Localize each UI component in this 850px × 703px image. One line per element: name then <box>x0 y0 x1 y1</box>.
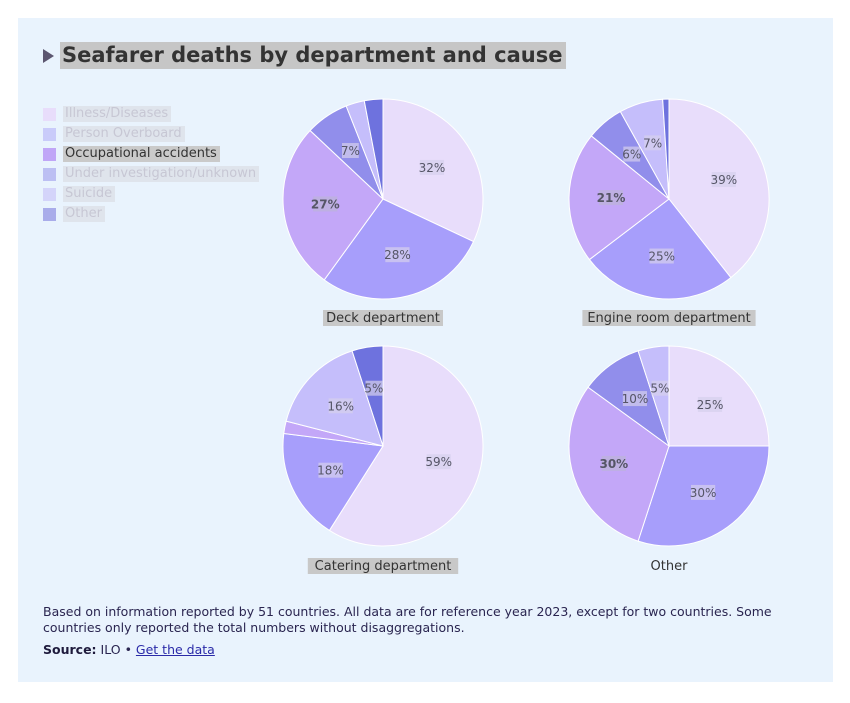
pie-title: Catering department <box>315 559 452 574</box>
data-label-bg <box>601 455 626 471</box>
data-label-bg <box>644 135 662 151</box>
data-label-bg <box>328 398 353 414</box>
footnote: Based on information reported by 51 coun… <box>43 604 772 635</box>
data-label-bg <box>419 159 445 175</box>
title-row: Seafarer deaths by department and cause <box>43 42 567 69</box>
legend-label: Other <box>63 206 105 222</box>
data-label: 25% <box>697 398 724 412</box>
pie-chart: 39% 25% 21% 6%7% Engine room department <box>568 98 770 326</box>
legend-swatch <box>43 147 56 161</box>
data-label-bg <box>649 248 674 264</box>
pie-title: Deck department <box>326 311 440 326</box>
pie-charts: 32%28%27%7%Deck department39%25%21%6%7%E… <box>282 98 770 574</box>
pie-chart: 32% 28% 27% 7% Deck department <box>282 98 484 326</box>
source-separator: • <box>124 642 132 657</box>
pie-slice[interactable] <box>282 432 384 532</box>
legend-swatch <box>43 207 56 221</box>
data-label: 5% <box>364 382 383 396</box>
data-label-bg <box>341 143 359 159</box>
data-label-bg <box>365 380 383 396</box>
data-label-bg <box>651 380 669 396</box>
pie-title: Engine room department <box>587 311 750 326</box>
legend-label: Person Overboard <box>63 126 185 142</box>
legend-swatch <box>43 107 56 121</box>
pie-slice[interactable] <box>328 345 484 547</box>
source-text: ILO <box>100 642 121 657</box>
data-label-bg <box>711 172 736 188</box>
pie-slice[interactable] <box>363 98 384 200</box>
data-label: 7% <box>341 144 360 158</box>
legend-label: Under investigation/unknown <box>63 166 260 182</box>
data-label-bg <box>598 190 624 206</box>
data-label: 28% <box>384 248 411 262</box>
data-label-bg <box>313 196 338 212</box>
chart-title: Seafarer deaths by department and cause <box>60 42 567 69</box>
data-label: 25% <box>648 250 675 264</box>
data-label-bg <box>622 391 648 407</box>
pie-chart: 59% 18% 16% 5% Catering department <box>282 345 484 574</box>
data-label: 16% <box>327 399 354 413</box>
legend-swatch <box>43 187 56 201</box>
get-the-data-link[interactable]: Get the data <box>135 642 215 657</box>
legend-swatch <box>43 167 56 181</box>
data-label: 30% <box>599 457 628 471</box>
legend: Illness/Diseases Person Overboard Occupati… <box>43 104 260 224</box>
pie-slice[interactable] <box>668 98 770 279</box>
data-label: 5% <box>650 382 669 396</box>
legend-item[interactable]: Person Overboard <box>43 124 259 144</box>
pie-title-bg <box>307 558 459 574</box>
data-label: 18% <box>317 464 344 478</box>
chart-panel: Seafarer deaths by department and cause … <box>18 18 833 682</box>
data-label: 27% <box>311 197 340 211</box>
data-label: 7% <box>643 136 662 150</box>
pie-title: Other <box>651 559 689 574</box>
pie-slice[interactable] <box>637 345 670 447</box>
legend-item[interactable]: Occupational accidents <box>43 144 259 164</box>
data-label: 32% <box>419 161 446 175</box>
legend-label: Illness/Diseases <box>63 106 172 122</box>
legend-swatch <box>43 127 56 141</box>
pie-chart: 25% 30% 30% 10%5% Other <box>568 345 770 574</box>
legend-item[interactable]: Under investigation/unknown <box>43 164 260 184</box>
pie-slice[interactable] <box>662 98 670 200</box>
legend-item[interactable]: Suicide <box>43 184 259 204</box>
data-label: 59% <box>425 455 452 469</box>
data-label-bg <box>385 247 410 263</box>
data-label: 30% <box>690 486 717 500</box>
data-label-bg <box>690 484 716 500</box>
data-label-bg <box>697 396 723 412</box>
data-label: 6% <box>622 148 641 162</box>
pie-title-bg <box>323 310 443 326</box>
legend-item[interactable]: Other <box>43 204 259 224</box>
data-label-bg <box>318 462 343 478</box>
source-line: Source: ILO • Get the data <box>43 642 215 657</box>
data-label: 21% <box>597 191 626 205</box>
pie-slice[interactable] <box>668 345 770 447</box>
data-label: 10% <box>622 392 649 406</box>
pie-title-bg <box>582 310 756 326</box>
pie-slice[interactable] <box>351 345 384 447</box>
data-label-bg <box>426 454 451 470</box>
legend-label: Suicide <box>63 186 116 202</box>
source-label: Source: <box>43 642 97 657</box>
legend-label: Occupational accidents <box>63 146 220 162</box>
collapse-triangle-icon[interactable] <box>43 48 54 63</box>
legend-item[interactable]: Illness/Diseases <box>43 104 259 124</box>
data-label: 39% <box>710 173 737 187</box>
data-label-bg <box>623 146 641 162</box>
